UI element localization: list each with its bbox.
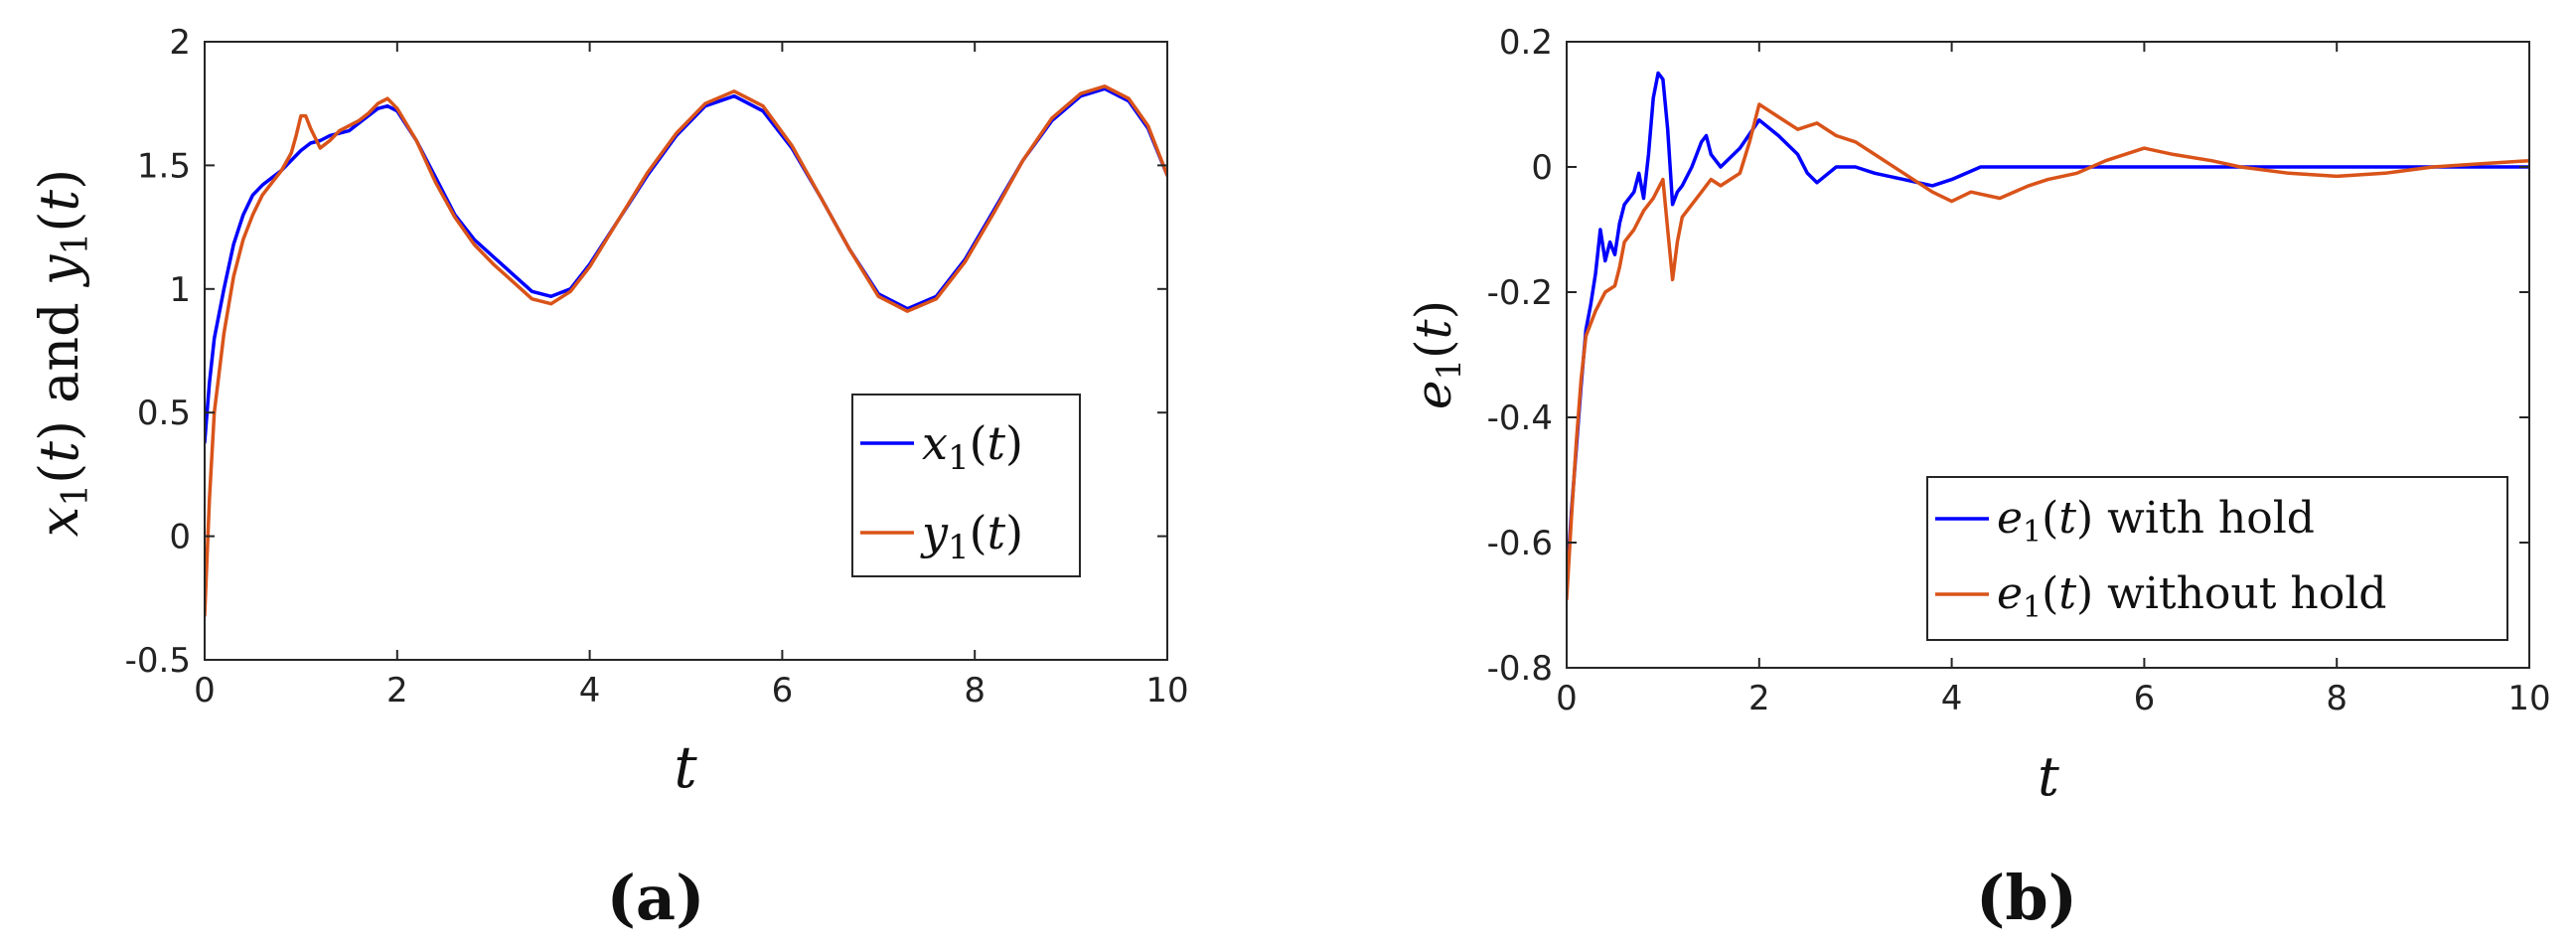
chart-b-legend-label-without-hold: e1(t) without hold — [1997, 568, 2386, 625]
chart-b-ylabel: e1(t) — [1405, 300, 1469, 409]
chart-a-xtick-label: 2 — [386, 671, 408, 711]
chart-a-xtick-label: 10 — [1145, 671, 1188, 711]
chart-a-series — [205, 84, 1167, 617]
chart-b-panel-label: (b) — [1976, 862, 2077, 934]
chart-a-ylabel: x1(t) and y1(t) — [28, 169, 96, 537]
chart-a-ytick-label: 0.5 — [137, 394, 191, 433]
chart-b-xtick-label: 10 — [2507, 679, 2550, 718]
chart-b-legend-label-with-hold: e1(t) with hold — [1997, 493, 2315, 550]
chart-b-xtick-label: 8 — [2326, 679, 2348, 718]
chart-b-series — [1567, 71, 2529, 601]
chart-b-xtick-label: 6 — [2134, 679, 2156, 718]
chart-b-ytick-label: -0.4 — [1487, 398, 1553, 438]
chart-b-ytick-label: 0 — [1531, 148, 1553, 188]
chart-a-legend-label-x1: x1(t) — [922, 416, 1023, 478]
chart-a-series-line-0 — [205, 86, 1167, 444]
chart-a: 0 2 4 6 8 10-0.500.511.52 x1(t) and y1(t) t x… — [28, 23, 1189, 934]
chart-a-ytick-label: -0.5 — [125, 641, 191, 681]
chart-b: 0 2 4 6 8 10 -0.8 -0.6 -0.4 -0.2 0 0.2 e1(t) t e1(t… — [1405, 23, 2551, 934]
chart-b-xtick-label: 4 — [1941, 679, 1963, 718]
chart-a-xtick-label: 6 — [772, 671, 794, 711]
chart-b-series-line-0 — [1567, 71, 2529, 588]
chart-a-xtick-label: 8 — [964, 671, 985, 711]
chart-a-xtick-label: 0 — [194, 671, 216, 711]
chart-b-series-line-1 — [1567, 102, 2529, 601]
chart-a-ticks: 0 2 4 6 8 10-0.500.511.52 — [125, 23, 1189, 711]
chart-a-xtick-label: 4 — [579, 671, 601, 711]
chart-b-xtick-label: 0 — [1556, 679, 1578, 718]
chart-a-legend-box — [851, 394, 1081, 577]
chart-b-legend-box — [1926, 476, 2508, 641]
chart-a-legend-label-y1: y1(t) — [920, 506, 1023, 567]
chart-b-ytick-label: -0.8 — [1487, 649, 1553, 689]
chart-a-ytick-label: 1 — [169, 270, 191, 310]
chart-b-ticks: 0 2 4 6 8 10 -0.8 -0.6 -0.4 -0.2 0 0.2 — [1487, 23, 2551, 718]
chart-a-ytick-label: 0 — [169, 518, 191, 557]
chart-b-plot-frame — [1566, 41, 2530, 669]
chart-a-panel-label: (a) — [607, 862, 705, 934]
chart-a-ytick-label: 1.5 — [137, 146, 191, 186]
chart-a-ytick-label: 2 — [169, 23, 191, 63]
chart-b-ytick-label: -0.6 — [1487, 524, 1553, 563]
chart-b-ytick-label: -0.2 — [1487, 273, 1553, 313]
chart-a-plot-frame — [204, 41, 1168, 661]
chart-b-xlabel: t — [2038, 745, 2059, 808]
chart-b-ytick-label: 0.2 — [1499, 23, 1553, 63]
chart-a-series-line-1 — [205, 84, 1167, 617]
chart-b-xtick-label: 2 — [1748, 679, 1770, 718]
chart-a-xlabel: t — [674, 733, 697, 801]
chart-a-legend: x1(t) y1(t) — [851, 394, 1081, 577]
chart-b-legend: e1(t) with hold e1(t) without hold — [1926, 476, 2508, 641]
